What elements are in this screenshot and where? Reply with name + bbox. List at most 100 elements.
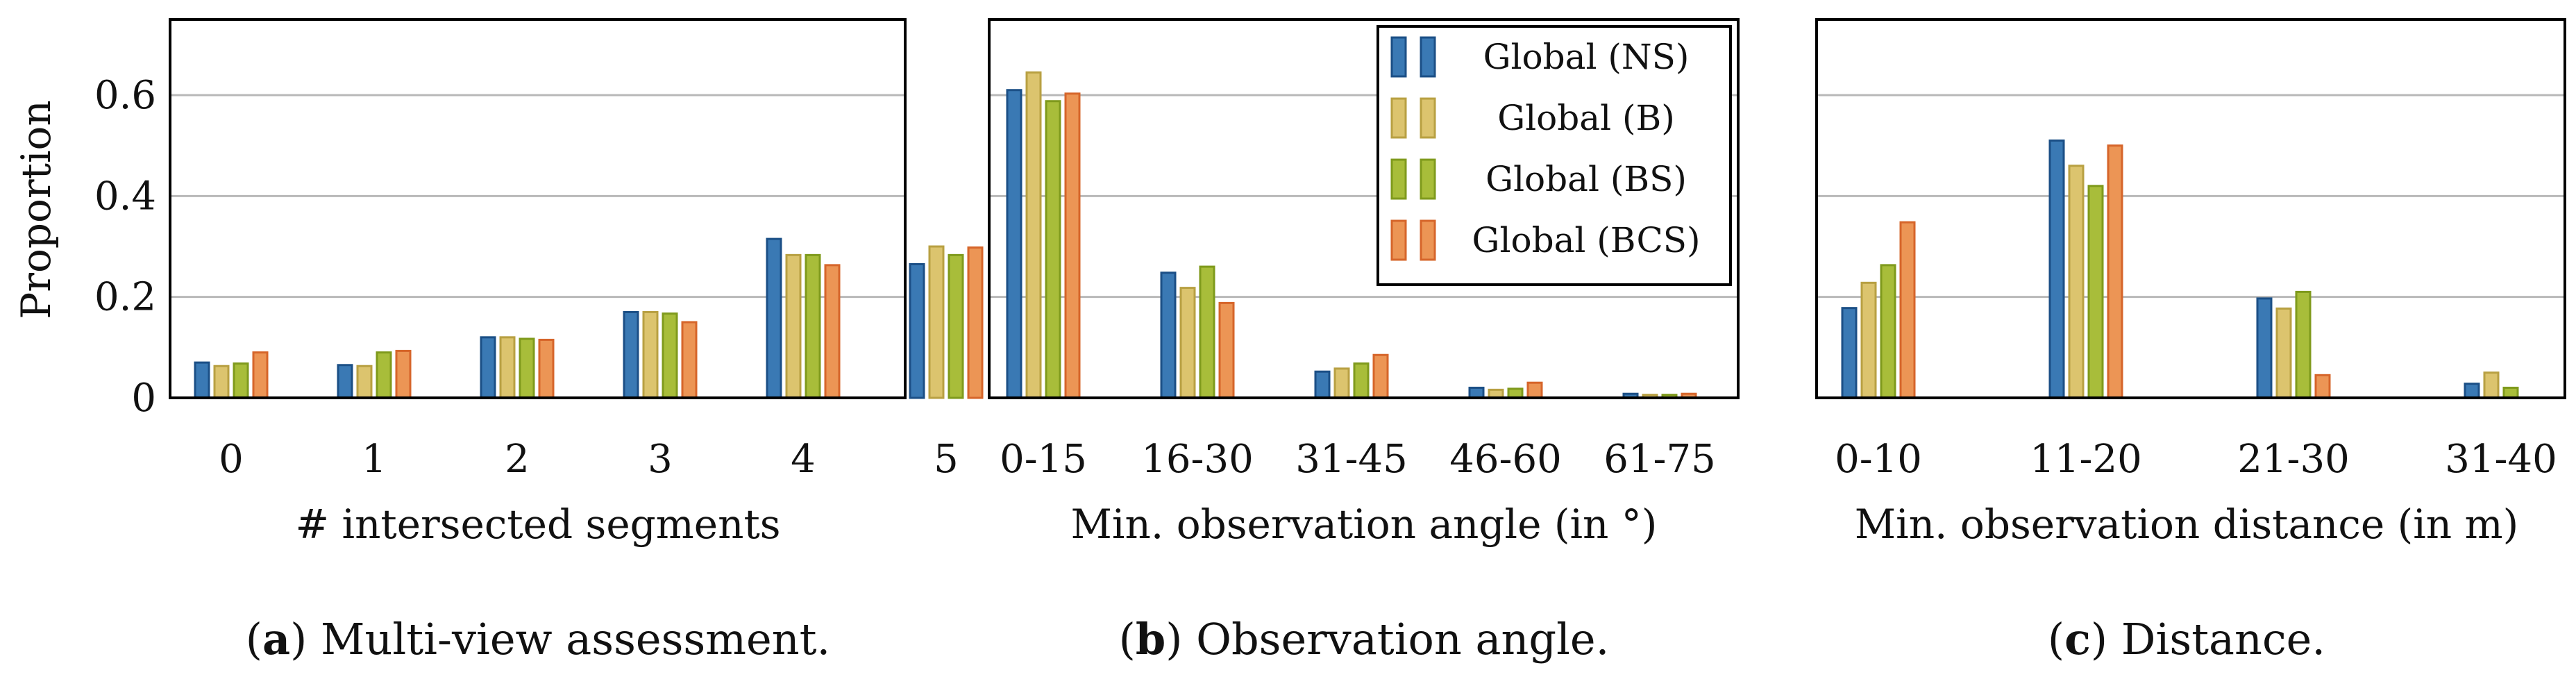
- bar: [1045, 100, 1061, 399]
- y-tick-label: 0.2: [94, 275, 156, 320]
- bar: [1468, 386, 1485, 399]
- bar: [538, 338, 555, 399]
- bar: [252, 351, 269, 399]
- bar: [480, 336, 496, 399]
- x-axis-label: # intersected segments: [295, 501, 780, 548]
- x-tick-label: 1: [362, 437, 387, 482]
- legend: Global (NS) Global (B) Global (BS) Globa…: [1377, 25, 1732, 286]
- panel-a: 0 0.2 0.4 0.6 0 1 2 3 4 5 Proportion # i…: [12, 18, 984, 664]
- bar: [1860, 281, 1877, 399]
- bar: [2483, 371, 2500, 399]
- bar: [2256, 297, 2273, 399]
- bar: [2295, 290, 2312, 399]
- x-axis-label: Min. observation distance (in m): [1855, 501, 2518, 548]
- panel-c-x-ticks: 0-10 11-20 21-30 31-40: [1835, 437, 2557, 482]
- bar: [1314, 370, 1331, 399]
- x-tick-label: 61-75: [1603, 437, 1715, 482]
- x-tick-label: 0: [219, 437, 244, 482]
- bar: [1179, 287, 1196, 399]
- legend-label: Global (NS): [1483, 37, 1690, 77]
- legend-swatch: [1390, 219, 1407, 261]
- bar: [1199, 265, 1215, 399]
- bar: [1880, 264, 1896, 399]
- bar: [1218, 301, 1235, 399]
- panel-b-x-ticks: 0-15 16-30 31-45 46-60 61-75: [1000, 437, 1716, 482]
- caption-text: ) Multi-view assessment.: [290, 614, 830, 664]
- bar: [2048, 139, 2065, 399]
- bar: [662, 312, 678, 399]
- panel-a-x-ticks: 0 1 2 3 4 5: [219, 437, 959, 482]
- x-axis-label: Min. observation angle (in °): [1071, 501, 1658, 548]
- bar: [1160, 271, 1177, 399]
- panel-b: 0-15 16-30 31-45 46-60 61-75 Min. observ…: [988, 18, 1740, 664]
- bar: [2314, 374, 2331, 399]
- x-tick-label: 46-60: [1449, 437, 1561, 482]
- bar: [642, 310, 659, 399]
- bar: [2502, 386, 2519, 399]
- bar: [1372, 353, 1389, 399]
- x-tick-label: 5: [934, 437, 959, 482]
- caption-letter: b: [1136, 614, 1165, 664]
- legend-swatch: [1420, 97, 1436, 139]
- bar: [1333, 367, 1350, 399]
- y-tick-label: 0: [131, 376, 156, 421]
- legend-entry: Global (BS): [1390, 158, 1687, 200]
- legend-entry: Global (B): [1390, 97, 1675, 139]
- bar: [519, 337, 535, 399]
- caption-b: (b) Observation angle.: [1119, 614, 1610, 664]
- bar: [376, 351, 392, 399]
- bar: [2464, 383, 2480, 399]
- bar: [395, 349, 412, 399]
- bar: [2068, 165, 2085, 399]
- caption-letter: c: [2064, 614, 2091, 664]
- bar: [824, 264, 841, 399]
- x-tick-label: 2: [505, 437, 530, 482]
- legend-swatch: [1420, 219, 1436, 261]
- y-tick-label: 0.6: [94, 73, 156, 118]
- bar: [1353, 362, 1370, 399]
- bar: [1006, 89, 1022, 399]
- bar: [1025, 71, 1042, 399]
- legend-label: Global (BS): [1485, 159, 1687, 199]
- caption-text: ) Observation angle.: [1165, 614, 1609, 664]
- y-axis-label: Proportion: [12, 100, 60, 319]
- x-tick-label: 0-10: [1835, 437, 1922, 482]
- legend-swatch: [1390, 36, 1407, 78]
- bar: [1899, 221, 1916, 399]
- bar: [805, 253, 821, 399]
- panel-a-frame: [169, 18, 907, 399]
- x-tick-label: 31-45: [1295, 437, 1407, 482]
- bar: [1526, 381, 1543, 399]
- bar: [194, 361, 210, 399]
- legend-swatch: [1420, 158, 1436, 200]
- panel-b-bars: [1006, 71, 1697, 399]
- bar: [213, 365, 230, 399]
- legend-swatch: [1390, 97, 1407, 139]
- panel-c-bars: [1841, 139, 2519, 399]
- x-tick-label: 0-15: [1000, 437, 1087, 482]
- bar: [1064, 92, 1081, 399]
- x-tick-label: 4: [791, 437, 816, 482]
- legend-entry: Global (BCS): [1390, 219, 1700, 261]
- bar: [967, 246, 984, 399]
- bar: [233, 362, 249, 399]
- bar: [1841, 307, 1858, 399]
- x-tick-label: 21-30: [2237, 437, 2349, 482]
- bar: [623, 310, 639, 399]
- x-tick-label: 16-30: [1141, 437, 1253, 482]
- bar: [766, 237, 782, 399]
- bar: [785, 253, 802, 399]
- panel-a-grid: [170, 94, 905, 299]
- panel-c: 0-10 11-20 21-30 31-40 Min. observation …: [1815, 18, 2566, 664]
- caption-text: ) Distance.: [2091, 614, 2325, 664]
- bar: [909, 262, 925, 399]
- bar: [2107, 144, 2123, 399]
- panel-a-y-ticks: 0 0.2 0.4 0.6: [94, 73, 156, 421]
- panel-a-bars: [194, 237, 984, 399]
- bar: [928, 245, 945, 399]
- panel-c-frame: [1815, 18, 2566, 399]
- legend-label: Global (B): [1497, 98, 1675, 138]
- x-tick-label: 11-20: [2030, 437, 2141, 482]
- legend-box: [1377, 25, 1732, 286]
- bar: [499, 336, 516, 399]
